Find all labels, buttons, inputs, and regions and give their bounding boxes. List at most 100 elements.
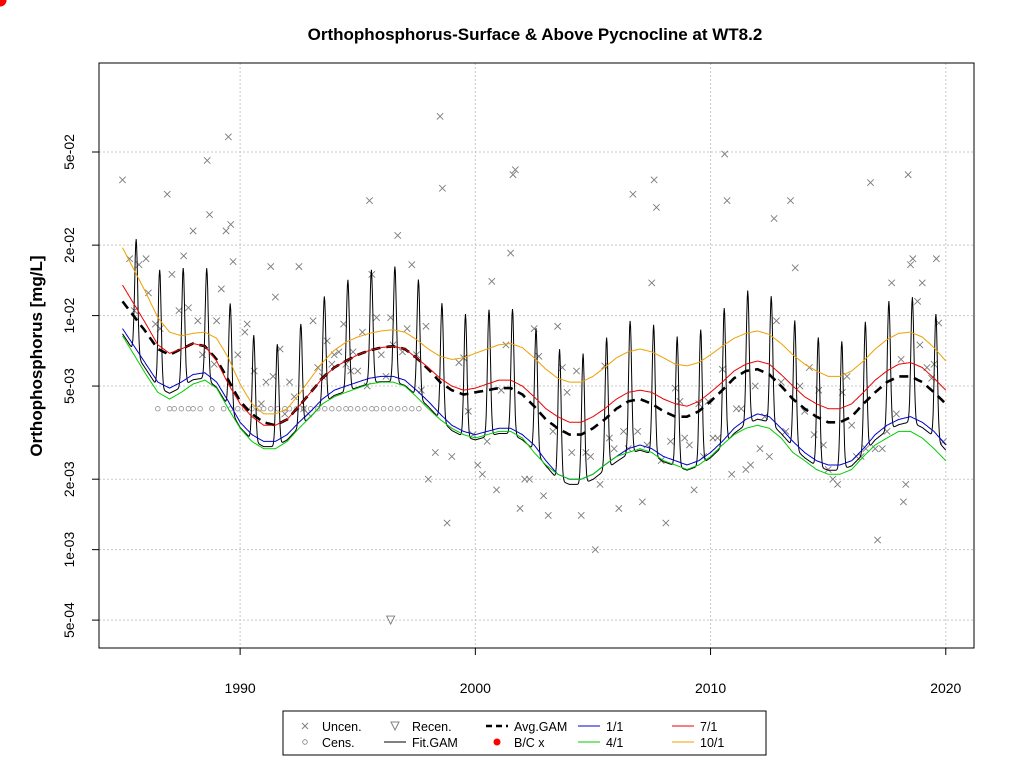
uncensored-point xyxy=(373,314,381,322)
uncensored-point xyxy=(189,227,197,235)
uncensored-point xyxy=(751,382,759,390)
uncensored-point xyxy=(577,511,585,519)
uncensored-point xyxy=(142,255,150,263)
uncensored-point xyxy=(791,264,799,272)
uncensored-point xyxy=(770,214,778,222)
uncensored-point xyxy=(714,434,722,442)
legend-entry: 10/1 xyxy=(672,736,724,750)
uncensored-point xyxy=(834,480,842,488)
uncensored-point xyxy=(323,337,331,345)
uncensored-point xyxy=(365,197,374,205)
uncensored-point xyxy=(690,486,698,494)
uncensored-point xyxy=(309,317,317,325)
uncensored-point xyxy=(213,317,221,325)
censored-point xyxy=(409,406,415,412)
legend-label: Recen. xyxy=(412,720,452,734)
legend-entry: Cens. xyxy=(302,736,355,750)
uncensored-point xyxy=(914,297,922,305)
legend: Uncen. Cens. Recen. Fit.GAM Avg.GAM B/C x 1/1 4… xyxy=(282,710,767,756)
series-line-10-1 xyxy=(122,247,947,415)
uncensored-point xyxy=(892,410,900,418)
uncensored-point xyxy=(824,465,832,474)
censored-point xyxy=(416,406,422,412)
uncensored-point xyxy=(620,427,628,435)
uncensored-point xyxy=(269,372,277,380)
series-line-avg-gam xyxy=(121,300,947,436)
legend-recen-marker xyxy=(390,721,400,732)
censored-point xyxy=(373,406,380,412)
uncensored-point xyxy=(271,293,279,301)
uncensored-point xyxy=(648,279,656,287)
censored-point xyxy=(336,406,342,412)
uncensored-point xyxy=(262,378,270,386)
uncensored-point xyxy=(874,536,882,544)
uncensored-point xyxy=(206,211,214,219)
uncensored-point xyxy=(904,171,912,179)
uncensored-point xyxy=(888,279,896,287)
uncensored-point xyxy=(601,362,609,370)
censored-point xyxy=(155,406,161,412)
censored-point xyxy=(268,406,274,412)
x-tick-label: 2020 xyxy=(930,680,961,696)
legend-label: Fit.GAM xyxy=(412,736,458,750)
legend-label: Uncen. xyxy=(322,720,362,734)
uncensored-point xyxy=(210,360,218,368)
censored-point xyxy=(380,406,387,412)
uncensored-point xyxy=(866,179,875,187)
uncensored-point xyxy=(587,452,595,461)
uncensored-point xyxy=(878,445,886,453)
uncensored-point xyxy=(563,388,571,396)
uncensored-point xyxy=(217,285,225,293)
uncensored-point xyxy=(448,452,456,461)
y-tick-label: 5e-03 xyxy=(61,368,77,404)
uncensored-point xyxy=(198,351,207,359)
legend-entry: Fit.GAM xyxy=(384,736,458,750)
censored-point xyxy=(369,406,375,412)
uncensored-point xyxy=(194,317,202,325)
uncensored-point xyxy=(902,480,910,488)
uncensored-point xyxy=(667,437,675,445)
legend-entry: Recen. xyxy=(390,720,452,734)
uncensored-point xyxy=(478,470,486,478)
uncensored-point xyxy=(394,231,402,239)
uncensored-point xyxy=(290,393,298,401)
uncensored-point xyxy=(180,252,188,260)
uncensored-point xyxy=(704,397,712,405)
uncensored-point xyxy=(168,270,176,278)
censored-point xyxy=(209,406,215,412)
y-tick-label: 5e-04 xyxy=(61,602,77,638)
uncensored-point xyxy=(899,498,907,506)
legend-entry: Avg.GAM xyxy=(486,720,567,734)
legend-entry: Uncen. xyxy=(301,720,362,734)
uncensored-point xyxy=(871,445,879,453)
uncensored-point xyxy=(796,382,804,390)
uncensored-point xyxy=(184,304,192,312)
axes: 1990 2000 2010 2020 5e-04 1e-03 2e-03 5e-03 1e-0… xyxy=(61,134,962,696)
uncensored-point xyxy=(634,427,642,435)
uncensored-point xyxy=(234,351,242,359)
uncensored-point xyxy=(349,348,357,356)
uncensored-point xyxy=(474,461,482,469)
uncensored-point xyxy=(241,328,249,336)
censored-point xyxy=(293,406,300,412)
uncensored-point xyxy=(737,405,745,413)
bc-points xyxy=(0,0,7,7)
uncensored-point xyxy=(488,277,496,285)
uncensored-point xyxy=(848,421,856,429)
uncensored-point xyxy=(572,367,581,375)
uncensored-point xyxy=(629,190,637,198)
uncensored-point xyxy=(765,452,773,461)
uncensored-point xyxy=(721,150,729,158)
uncensored-point xyxy=(424,475,432,483)
uncensored-point xyxy=(243,320,251,328)
legend-entry: B/C x xyxy=(493,736,545,750)
uncensored-point xyxy=(643,441,651,449)
uncensored-point xyxy=(492,486,501,494)
uncensored-point xyxy=(436,112,444,120)
uncensored-point xyxy=(229,258,237,266)
uncensored-point xyxy=(511,166,519,174)
bc-point xyxy=(0,0,7,7)
uncensored-point xyxy=(257,400,265,408)
fit-gam-line xyxy=(122,239,947,485)
